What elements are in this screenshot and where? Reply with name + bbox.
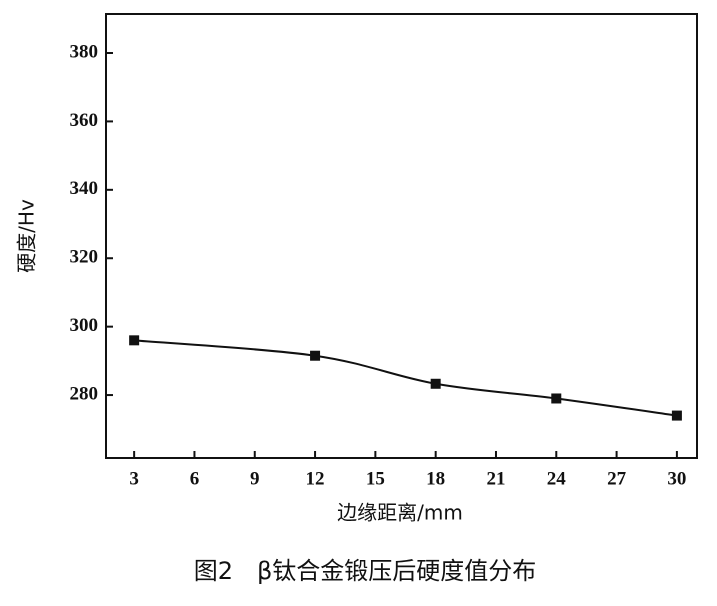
data-point [671,410,682,421]
data-point [129,335,140,346]
data-point [430,378,441,389]
y-tick-label: 360 [70,110,99,131]
data-point [310,350,321,361]
y-tick-label: 300 [70,315,99,336]
x-tick-label: 15 [366,468,385,489]
y-tick-label: 380 [70,41,99,62]
data-point [551,393,562,404]
x-tick-label: 21 [486,468,505,489]
x-tick-label: 3 [129,468,139,489]
plot-frame [105,13,698,459]
y-tick-label: 340 [70,178,99,199]
x-tick-label: 24 [547,468,567,489]
x-axis-label: 边缘距离/mm [337,501,463,525]
y-axis-label: 硬度/Hv [15,199,39,273]
x-tick-label: 9 [250,468,260,489]
x-tick-label: 27 [607,468,627,489]
y-tick-label: 280 [70,383,99,404]
series-line [134,339,678,417]
y-tick-label: 320 [70,247,99,268]
x-tick-label: 12 [306,468,325,489]
chart-caption: 图2 β钛合金锻压后硬度值分布 [194,557,537,585]
x-tick-label: 6 [190,468,200,489]
x-tick-label: 30 [667,468,686,489]
x-tick-label: 18 [426,468,445,489]
